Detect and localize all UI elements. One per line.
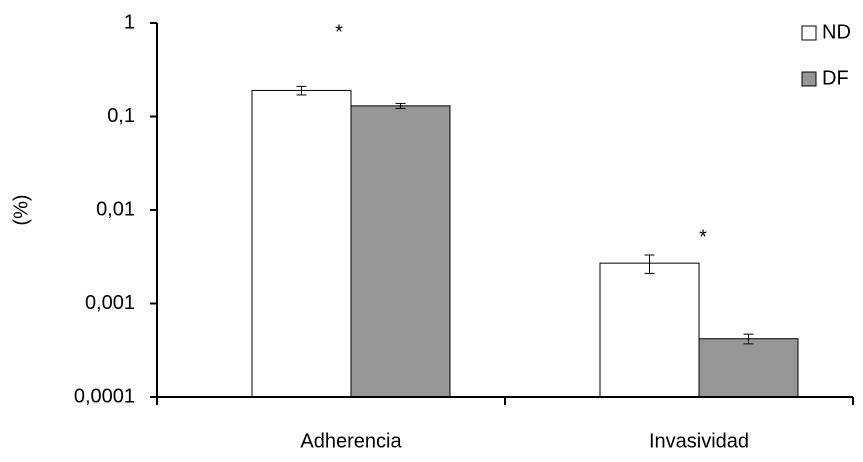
legend-swatch — [801, 25, 817, 41]
legend-swatch — [801, 71, 817, 87]
bar — [251, 89, 352, 398]
x-tick-label: Adherencia — [300, 430, 402, 452]
x-tick-label: Invasividad — [649, 430, 749, 452]
legend-label: ND — [822, 21, 851, 43]
error-bar — [395, 102, 406, 109]
legend-label: DF — [822, 67, 849, 89]
y-tick-label: 0,001 — [85, 292, 135, 314]
error-bar — [296, 85, 307, 96]
y-tick-label: 1 — [124, 11, 135, 33]
y-tick-label: 0,0001 — [74, 385, 135, 407]
y-tick-label: 0,1 — [107, 105, 135, 127]
annotation: * — [335, 21, 343, 43]
bar — [599, 262, 700, 398]
y-axis-label: (%) — [10, 194, 32, 225]
error-bar — [743, 333, 754, 345]
bar — [698, 338, 799, 398]
annotation: * — [699, 226, 707, 248]
y-tick-label: 0,01 — [96, 198, 135, 220]
bar — [350, 105, 451, 398]
error-bar — [644, 254, 655, 274]
